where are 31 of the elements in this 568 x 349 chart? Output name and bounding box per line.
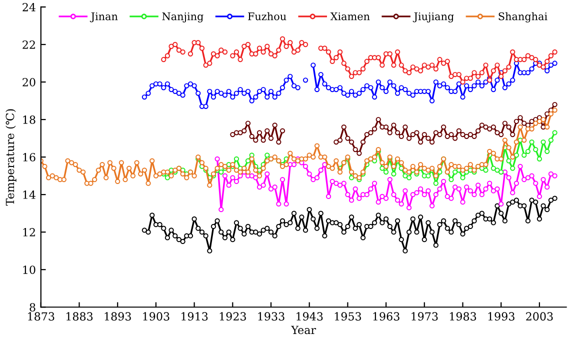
x-tick-label: 1903 xyxy=(143,312,170,321)
legend-label: Jiujiang xyxy=(412,12,454,22)
y-tick-label: 22 xyxy=(22,40,35,49)
x-tick-label: 1923 xyxy=(220,312,246,321)
x-tick-label: 1933 xyxy=(258,312,284,321)
x-tick-label: 1943 xyxy=(296,312,323,321)
x-tick-label: 1973 xyxy=(412,312,438,321)
x-tick-label: 1993 xyxy=(488,312,514,321)
legend-label: Nanjing xyxy=(162,12,204,22)
y-tick-label: 20 xyxy=(22,78,36,86)
y-tick-label: 10 xyxy=(23,266,36,274)
x-tick-label: 1983 xyxy=(450,312,476,321)
y-tick-label: 14 xyxy=(23,190,36,199)
x-tick-label: 1883 xyxy=(66,312,93,321)
y-tick-label: 18 xyxy=(23,116,36,124)
x-tick-label: 1873 xyxy=(28,312,54,321)
x-tick-label: 1963 xyxy=(373,312,400,321)
y-tick-label: 16 xyxy=(23,153,36,162)
y-tick-label: 24 xyxy=(22,2,36,12)
legend-label: Fuzhou xyxy=(248,12,286,20)
y-axis-title: Temperature (℃) xyxy=(6,109,16,206)
legend-label: Xiamen xyxy=(330,12,370,20)
x-tick-label: 1913 xyxy=(182,312,208,321)
y-tick-label: 12 xyxy=(23,228,35,236)
legend-label: Jinan xyxy=(90,12,118,22)
x-axis-title: Year xyxy=(291,326,316,334)
y-tick-label: 8 xyxy=(30,303,36,312)
x-tick-label: 1953 xyxy=(334,312,362,321)
x-tick-label: 2003 xyxy=(526,312,553,321)
x-tick-label: 1893 xyxy=(104,312,131,321)
legend-label: Shanghai xyxy=(498,12,548,22)
